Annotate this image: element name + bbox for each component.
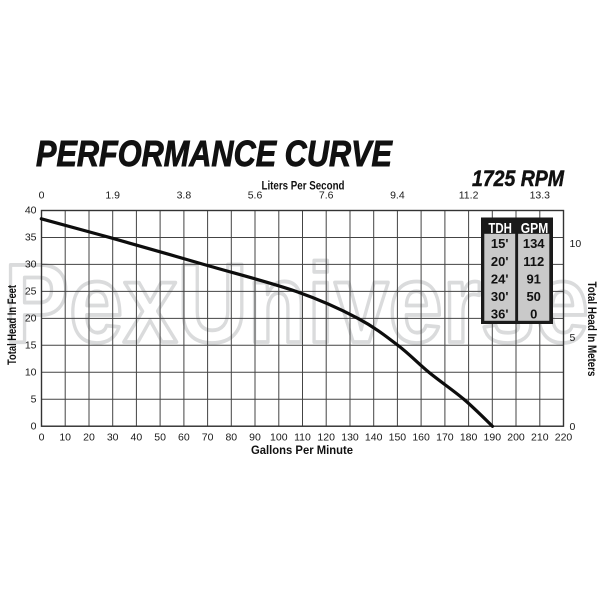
svg-text:30: 30: [107, 432, 119, 444]
svg-text:35: 35: [25, 232, 37, 244]
svg-text:Total Head In Feet: Total Head In Feet: [5, 285, 19, 365]
svg-text:220: 220: [555, 432, 573, 444]
svg-text:0: 0: [570, 421, 576, 433]
svg-text:13.3: 13.3: [530, 190, 551, 202]
svg-text:40: 40: [131, 432, 143, 444]
svg-text:190: 190: [484, 432, 502, 444]
svg-text:50: 50: [154, 432, 166, 444]
svg-text:7.6: 7.6: [319, 190, 334, 202]
svg-text:60: 60: [178, 432, 190, 444]
svg-text:0: 0: [39, 190, 45, 202]
svg-text:100: 100: [270, 432, 288, 444]
svg-text:5: 5: [570, 332, 576, 344]
svg-text:24': 24': [491, 271, 509, 286]
svg-text:140: 140: [365, 432, 383, 444]
svg-text:91: 91: [526, 271, 540, 286]
svg-text:0: 0: [31, 420, 37, 432]
svg-text:130: 130: [341, 432, 359, 444]
svg-text:134: 134: [523, 236, 545, 251]
svg-text:Total Head In Meters: Total Head In Meters: [585, 282, 599, 377]
svg-text:15': 15': [491, 236, 509, 251]
svg-text:5: 5: [31, 393, 37, 405]
svg-text:112: 112: [523, 254, 544, 269]
svg-text:30': 30': [491, 289, 509, 304]
svg-text:36': 36': [491, 307, 509, 322]
svg-text:1.9: 1.9: [105, 190, 120, 202]
svg-text:30: 30: [25, 259, 37, 271]
svg-text:200: 200: [507, 432, 525, 444]
svg-text:Liters Per Second: Liters Per Second: [262, 179, 345, 193]
svg-text:70: 70: [202, 432, 214, 444]
svg-text:20': 20': [491, 254, 509, 269]
svg-text:Gallons Per Minute: Gallons Per Minute: [251, 443, 353, 457]
svg-text:3.8: 3.8: [177, 190, 192, 202]
svg-text:0: 0: [39, 432, 45, 444]
svg-text:40: 40: [25, 205, 37, 217]
svg-text:160: 160: [412, 432, 430, 444]
svg-text:170: 170: [436, 432, 454, 444]
svg-text:150: 150: [389, 432, 407, 444]
svg-text:5.6: 5.6: [248, 190, 263, 202]
svg-text:TDH: TDH: [488, 220, 512, 237]
svg-text:9.4: 9.4: [390, 190, 405, 202]
svg-text:210: 210: [531, 432, 549, 444]
svg-text:10: 10: [25, 367, 37, 379]
svg-text:20: 20: [83, 432, 95, 444]
svg-text:10: 10: [59, 432, 71, 444]
svg-text:0: 0: [530, 307, 537, 322]
svg-text:1725 RPM: 1725 RPM: [472, 166, 565, 191]
svg-text:15: 15: [25, 340, 37, 352]
svg-text:25: 25: [25, 286, 37, 298]
svg-text:120: 120: [317, 432, 335, 444]
svg-text:20: 20: [25, 313, 37, 325]
svg-text:10: 10: [570, 238, 582, 250]
svg-text:PERFORMANCE CURVE: PERFORMANCE CURVE: [36, 133, 393, 174]
svg-text:110: 110: [294, 432, 311, 444]
svg-text:50: 50: [526, 289, 540, 304]
svg-text:11.2: 11.2: [459, 190, 479, 202]
svg-text:180: 180: [460, 432, 478, 444]
svg-text:80: 80: [225, 432, 237, 444]
svg-text:GPM: GPM: [521, 220, 549, 237]
svg-text:90: 90: [249, 432, 261, 444]
